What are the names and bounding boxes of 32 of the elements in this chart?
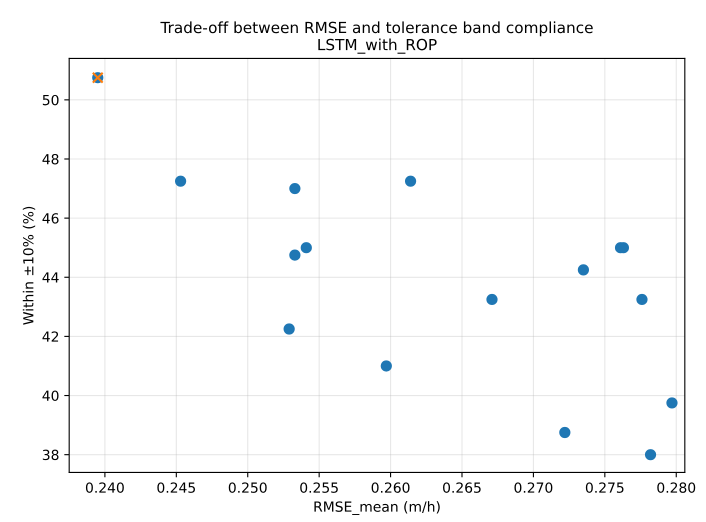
- point: [300, 242, 312, 254]
- point: [486, 294, 498, 306]
- point: [666, 397, 678, 409]
- point: [636, 294, 648, 306]
- y-tick-label: 48: [42, 154, 59, 164]
- x-tick-label: 0.250: [228, 482, 267, 493]
- point: [289, 249, 300, 261]
- x-tick-label: 0.240: [86, 482, 124, 493]
- y-tick-label: 44: [42, 272, 59, 283]
- x-tick-label: 0.245: [157, 482, 195, 493]
- x-tick-label: 0.265: [443, 482, 481, 493]
- x-tick-label: 0.260: [372, 482, 410, 493]
- x-tick-label: 0.275: [586, 482, 624, 493]
- x-tick-label: 0.255: [300, 482, 338, 493]
- y-tick-label: 40: [42, 390, 59, 402]
- point: [644, 449, 656, 460]
- x-tick-label: 0.280: [657, 482, 696, 493]
- y-tick-label: 38: [42, 450, 59, 460]
- point: [284, 323, 295, 335]
- point: [404, 176, 416, 187]
- y-tick-label: 42: [42, 331, 58, 342]
- point: [289, 182, 300, 194]
- y-tick-label: 46: [42, 213, 59, 224]
- x-tick-label: 0.270: [514, 482, 552, 493]
- point: [578, 264, 590, 276]
- x-axis-title: RMSE_mean (m/h): [314, 501, 440, 515]
- y-axis-title: Within ±10% (%): [22, 206, 36, 325]
- point: [559, 426, 570, 438]
- point: [380, 360, 392, 372]
- y-tick-label: 50: [42, 94, 59, 106]
- point: [174, 176, 186, 187]
- chart-title: Trade-off between RMSE and tolerance band compliance LSTM_with_ROP: [160, 21, 593, 54]
